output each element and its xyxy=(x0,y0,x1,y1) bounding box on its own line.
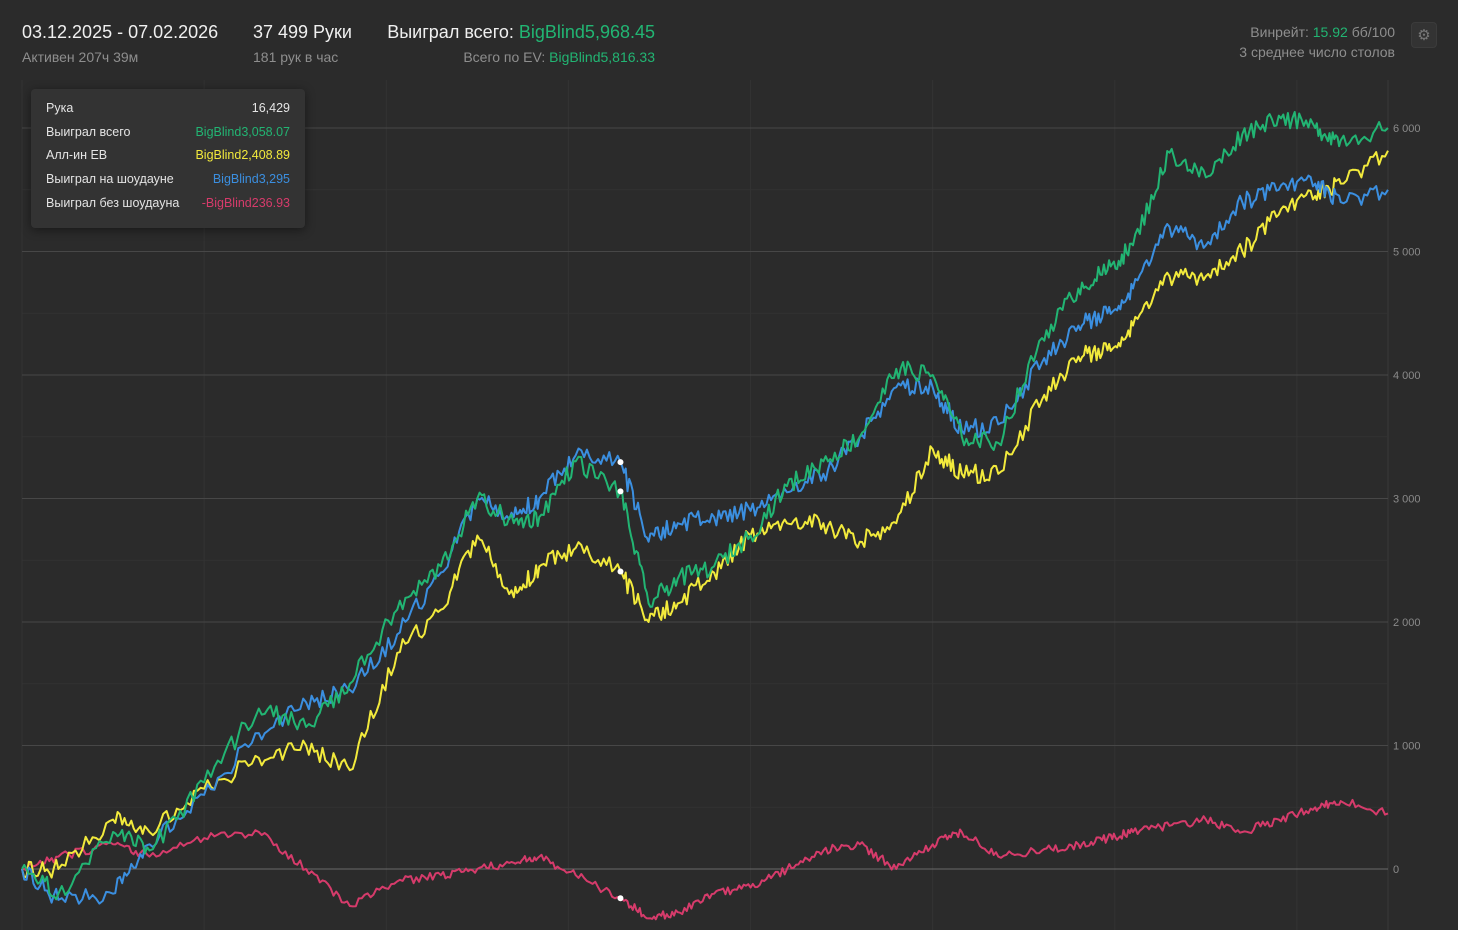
tooltip-value: -BigBlind236.93 xyxy=(201,195,290,210)
avg-tables: 3 среднее число столов xyxy=(1239,44,1395,60)
stats-header: 03.12.2025 - 07.02.2026 Активен 207ч 39м… xyxy=(0,0,1458,80)
y-tick-label: 3 000 xyxy=(1393,494,1421,506)
date-range[interactable]: 03.12.2025 - 07.02.2026 xyxy=(22,22,219,42)
tooltip-label: Выиграл всего xyxy=(46,124,131,139)
tooltip-value: BigBlind3,295 xyxy=(212,172,290,187)
won-label: Выиграл всего: xyxy=(387,22,519,42)
hover-point-allin_ev xyxy=(617,568,624,575)
hover-point-won xyxy=(617,488,624,495)
tooltip-label: Алл-ин ЕВ xyxy=(46,148,108,163)
y-tick-label: 6 000 xyxy=(1393,123,1421,135)
series-line-allin_ev xyxy=(21,150,1389,879)
hands-per-hour: 181 рук в час xyxy=(253,49,339,65)
date-range-stat: 03.12.2025 - 07.02.2026 Активен 207ч 39м xyxy=(22,22,218,65)
series-line-showdown xyxy=(21,174,1389,905)
chart-grid xyxy=(21,80,1389,930)
y-tick-label: 2 000 xyxy=(1393,617,1421,629)
winrate-label: Винрейт: xyxy=(1250,24,1313,40)
active-time: Активен 207ч 39м xyxy=(22,49,139,65)
y-axis-ticks: 6 000 5 000 4 000 3 000 2 000 1 000 0 xyxy=(1393,123,1421,876)
settings-button[interactable]: ⚙ xyxy=(1411,22,1437,48)
tooltip-label: Выиграл без шоудауна xyxy=(46,195,180,210)
hover-point-non_showdown xyxy=(617,895,624,902)
tooltip-label: Выиграл на шоудауне xyxy=(46,172,174,187)
tooltip-value: BigBlind3,058.07 xyxy=(195,124,290,139)
winrate-stat: Винрейт: 15.92 бб/100 3 среднее число ст… xyxy=(1130,24,1395,60)
y-tick-label: 4 000 xyxy=(1393,370,1421,382)
tooltip-value: BigBlind2,408.89 xyxy=(195,148,290,163)
hands-count: 37 499 Руки xyxy=(253,22,352,42)
y-tick-label: 0 xyxy=(1393,864,1399,876)
won-stat: Выиграл всего: BigBlind5,968.45 Всего по… xyxy=(385,22,655,65)
series-line-non_showdown xyxy=(22,798,1389,921)
chart-series xyxy=(21,111,1389,921)
tooltip-row-allin-ev: Алл-ин ЕВ BigBlind2,408.89 xyxy=(46,148,290,172)
tooltip-row-non-showdown: Выиграл без шоудауна -BigBlind236.93 xyxy=(46,196,290,220)
hover-points xyxy=(617,459,624,902)
gear-icon: ⚙ xyxy=(1417,27,1431,44)
tooltip-row-showdown: Выиграл на шоудауне BigBlind3,295 xyxy=(46,172,290,196)
y-tick-label: 1 000 xyxy=(1393,741,1421,753)
tooltip-row-hand: Рука 16,429 xyxy=(46,101,290,125)
series-line-won xyxy=(21,111,1389,901)
tooltip-value: 16,429 xyxy=(251,101,290,115)
hover-point-showdown xyxy=(617,459,624,466)
ev-label: Всего по EV: xyxy=(463,49,550,65)
winrate-unit: бб/100 xyxy=(1347,24,1395,40)
winrate-value: 15.92 xyxy=(1312,24,1348,40)
y-tick-label: 5 000 xyxy=(1393,247,1421,259)
tooltip-row-won: Выиграл всего BigBlind3,058.07 xyxy=(46,125,290,149)
ev-value: BigBlind5,816.33 xyxy=(549,49,655,65)
hover-tooltip: Рука 16,429 Выиграл всего BigBlind3,058.… xyxy=(31,89,305,228)
hands-stat: 37 499 Руки 181 рук в час xyxy=(253,22,352,65)
tooltip-label: Рука xyxy=(46,101,74,115)
won-value: BigBlind5,968.45 xyxy=(518,22,655,42)
